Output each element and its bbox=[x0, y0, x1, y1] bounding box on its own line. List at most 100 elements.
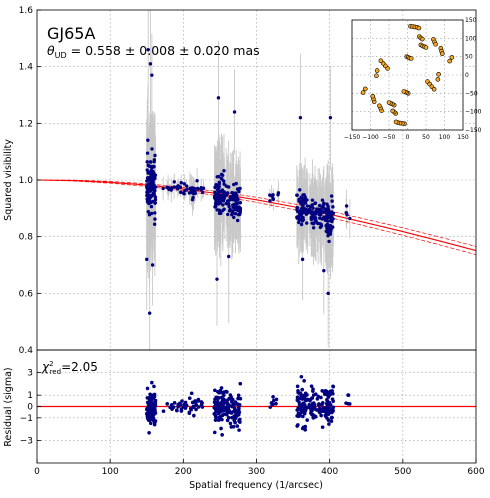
main-y-tick-label: 0.8 bbox=[19, 233, 34, 243]
residual-point bbox=[212, 430, 217, 435]
residual-y-tick-label: −3 bbox=[20, 436, 33, 446]
main-data-point bbox=[196, 187, 200, 191]
inset-uv-point bbox=[435, 77, 441, 82]
residual-point bbox=[215, 409, 220, 414]
main-data-point bbox=[331, 205, 335, 209]
residual-point bbox=[218, 388, 223, 393]
main-data-point bbox=[310, 198, 315, 202]
main-data-point bbox=[236, 213, 241, 217]
residual-point bbox=[219, 406, 223, 410]
main-data-point bbox=[152, 158, 157, 162]
residual-point bbox=[236, 393, 241, 398]
main-data-point bbox=[231, 205, 235, 209]
residual-point bbox=[346, 393, 351, 397]
inset-uv-point bbox=[393, 119, 399, 125]
theta-annotation: θUD = 0.558 ± 0.008 ± 0.020 mas bbox=[47, 43, 260, 60]
main-data-point bbox=[191, 195, 195, 200]
residual-point bbox=[301, 409, 306, 414]
residual-point bbox=[330, 389, 334, 393]
main-data-point bbox=[183, 188, 187, 193]
residual-point bbox=[187, 410, 192, 415]
main-data-point bbox=[222, 169, 226, 173]
main-data-point bbox=[151, 164, 156, 169]
main-data-point bbox=[234, 181, 238, 186]
x-axis-label: Spatial frequency (1/arcsec) bbox=[189, 480, 323, 491]
main-data-point bbox=[151, 185, 155, 189]
residual-y-tick-label: 0 bbox=[27, 403, 33, 413]
residual-point bbox=[295, 424, 300, 428]
main-data-point bbox=[221, 190, 225, 194]
inset-y-tick-label: −150 bbox=[465, 127, 482, 134]
main-data-point bbox=[179, 181, 183, 185]
residual-point bbox=[326, 395, 331, 399]
inset-uv-point bbox=[378, 58, 384, 64]
main-data-point bbox=[215, 175, 219, 179]
main-data-point bbox=[153, 188, 157, 193]
main-data-points bbox=[145, 47, 352, 315]
main-data-point bbox=[219, 176, 223, 181]
main-y-tick-label: 0.6 bbox=[19, 289, 34, 299]
residual-point bbox=[220, 433, 224, 437]
main-data-point bbox=[149, 204, 154, 209]
chi2-annotation: χ2 red=2.05 bbox=[41, 360, 98, 376]
main-data-point bbox=[169, 186, 173, 190]
inset-uv-point bbox=[370, 93, 376, 99]
main-data-point bbox=[233, 198, 238, 203]
main-data-point bbox=[216, 198, 220, 202]
residual-point bbox=[226, 415, 231, 420]
main-data-point bbox=[172, 185, 176, 189]
residual-point bbox=[196, 405, 201, 409]
main-data-point bbox=[153, 185, 158, 189]
inset-x-tick-label: 150 bbox=[457, 134, 469, 141]
main-data-point bbox=[145, 160, 149, 164]
main-data-point bbox=[232, 110, 237, 114]
main-data-point bbox=[145, 168, 149, 172]
main-data-point bbox=[147, 182, 151, 186]
residual-point bbox=[331, 405, 336, 410]
main-data-point bbox=[145, 193, 149, 198]
residual-point bbox=[219, 400, 224, 405]
main-data-point bbox=[328, 224, 333, 228]
residual-point bbox=[152, 384, 156, 389]
inset-x-tick-label: 100 bbox=[439, 134, 451, 141]
main-data-point bbox=[213, 193, 218, 198]
main-y-tick-label: 1.4 bbox=[19, 63, 34, 73]
residual-point bbox=[200, 405, 205, 409]
x-tick-label: 200 bbox=[175, 467, 192, 477]
main-data-point bbox=[161, 186, 165, 191]
inset-y-tick-label: −50 bbox=[465, 90, 478, 97]
residual-point bbox=[328, 403, 333, 407]
main-data-point bbox=[320, 205, 324, 209]
main-data-point bbox=[331, 217, 335, 221]
residual-point bbox=[330, 415, 334, 420]
main-data-point bbox=[153, 195, 158, 199]
main-data-point bbox=[145, 190, 149, 194]
residual-point bbox=[235, 424, 240, 428]
main-data-point bbox=[326, 234, 330, 238]
residual-point bbox=[146, 413, 151, 418]
residual-points bbox=[144, 374, 352, 437]
residual-point bbox=[271, 402, 275, 407]
residual-point bbox=[331, 384, 336, 389]
main-model-curve bbox=[37, 179, 476, 255]
main-data-point bbox=[148, 185, 152, 190]
main-data-point bbox=[298, 217, 303, 221]
inset-uv-point bbox=[374, 68, 380, 73]
residual-point bbox=[231, 415, 236, 419]
main-data-point bbox=[302, 210, 306, 215]
residual-point bbox=[213, 388, 217, 393]
inset-uv-point bbox=[401, 89, 407, 94]
inset-uv-points bbox=[360, 23, 455, 127]
main-data-point bbox=[147, 188, 152, 193]
main-data-point bbox=[234, 192, 238, 196]
main-data-point bbox=[221, 199, 225, 203]
residual-point bbox=[327, 422, 331, 426]
residual-point bbox=[191, 404, 196, 409]
main-data-point bbox=[148, 62, 153, 66]
main-data-point bbox=[177, 185, 181, 189]
main-data-point bbox=[148, 160, 153, 164]
main-data-point bbox=[151, 191, 155, 196]
main-data-point bbox=[298, 188, 302, 192]
